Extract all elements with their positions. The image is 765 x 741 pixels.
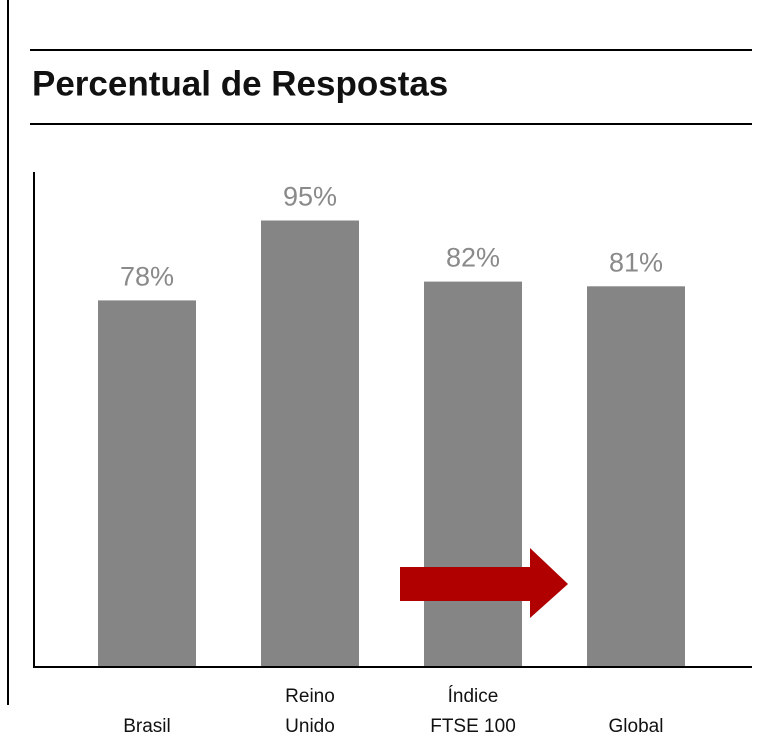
bar	[98, 300, 196, 667]
bar	[587, 286, 685, 667]
x-tick-label: Reino	[285, 686, 335, 707]
x-tick-label: FTSE 100	[430, 716, 516, 737]
arrow-shaft	[400, 567, 532, 601]
chart-title: Percentual de Respostas	[32, 64, 448, 103]
x-tick-label: Brasil	[123, 716, 171, 737]
arrow	[400, 548, 568, 618]
bar	[261, 220, 359, 667]
x-tick-label: Índice	[448, 686, 499, 707]
value-label: 81%	[609, 247, 663, 277]
value-label: 82%	[446, 243, 500, 273]
x-tick-label: Global	[609, 716, 664, 737]
bar	[424, 281, 522, 667]
value-label: 95%	[283, 182, 337, 212]
x-tick-label: Unido	[285, 716, 335, 737]
plot: 78% 95% 82% 81%	[98, 182, 685, 667]
arrow-head	[530, 548, 568, 618]
value-label: 78%	[120, 262, 174, 292]
